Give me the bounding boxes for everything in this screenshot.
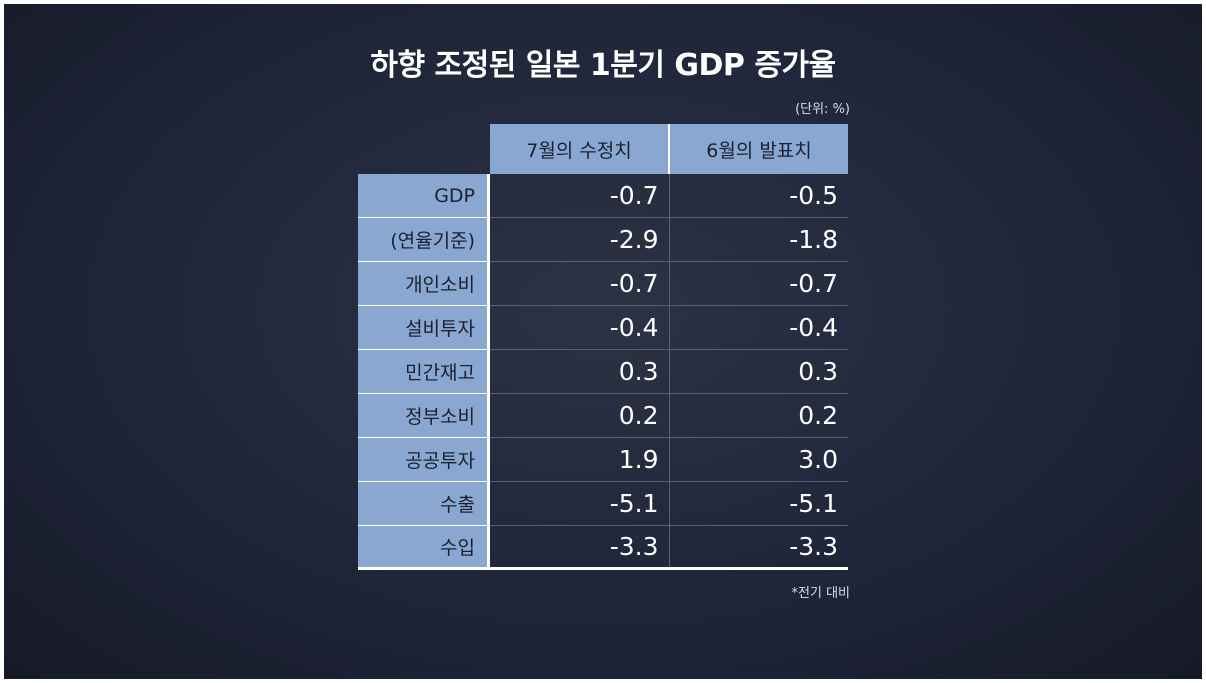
- table-row: 수입 -3.3 -3.3: [358, 526, 848, 570]
- row-label: 정부소비: [358, 394, 490, 438]
- column-header-announced: 6월의 발표치: [668, 124, 848, 174]
- cell-announced-value: 0.2: [668, 394, 849, 437]
- table-header-row: 7월의 수정치 6월의 발표치: [490, 124, 848, 174]
- row-label: GDP: [358, 174, 490, 218]
- table-row: 설비투자 -0.4 -0.4: [358, 306, 848, 350]
- row-label: 개인소비: [358, 262, 490, 306]
- cell-announced-value: -0.5: [668, 174, 849, 217]
- row-label: 수입: [358, 526, 490, 570]
- table-row: 정부소비 0.2 0.2: [358, 394, 848, 438]
- cell-announced-value: 3.0: [668, 438, 849, 481]
- cell-revised-value: 0.3: [618, 357, 659, 386]
- row-label: (연율기준): [358, 218, 490, 262]
- footnote: *전기 대비: [791, 586, 850, 601]
- cell-announced-value: -0.4: [668, 306, 849, 349]
- cell-revised-value: -5.1: [609, 489, 659, 518]
- cell-revised-value: -2.9: [609, 225, 659, 254]
- cell-revised-value: 1.9: [618, 445, 659, 474]
- row-label: 설비투자: [358, 306, 490, 350]
- table-row: 민간재고 0.3 0.3: [358, 350, 848, 394]
- chart-title: 하향 조정된 일본 1분기 GDP 증가율: [370, 48, 836, 83]
- cell-announced-value: -0.7: [668, 262, 849, 305]
- table-row: 개인소비 -0.7 -0.7: [358, 262, 848, 306]
- cell-revised-value: -0.7: [609, 181, 659, 210]
- gdp-table: 7월의 수정치 6월의 발표치 GDP -0.7 -0.5 (연율기준) -2.9 -1.…: [358, 124, 848, 570]
- table-row: 공공투자 1.9 3.0: [358, 438, 848, 482]
- cell-announced-value: 0.3: [668, 350, 849, 393]
- column-header-revised: 7월의 수정치: [490, 124, 668, 174]
- cell-revised-value: 0.2: [618, 401, 659, 430]
- cell-announced-value: -3.3: [668, 526, 849, 567]
- row-label: 공공투자: [358, 438, 490, 482]
- table-row: GDP -0.7 -0.5: [358, 174, 848, 218]
- table-row: (연율기준) -2.9 -1.8: [358, 218, 848, 262]
- cell-revised-value: -3.3: [609, 532, 659, 561]
- cell-announced-value: -1.8: [668, 218, 849, 261]
- table-row: 수출 -5.1 -5.1: [358, 482, 848, 526]
- table-body: GDP -0.7 -0.5 (연율기준) -2.9 -1.8 개인소비 -0.7 -0.7 설비투…: [358, 174, 848, 570]
- cell-revised-value: -0.4: [609, 313, 659, 342]
- cell-revised-value: -0.7: [609, 269, 659, 298]
- infographic-canvas: 하향 조정된 일본 1분기 GDP 증가율 (단위: %) 7월의 수정치 6월…: [4, 4, 1202, 679]
- cell-announced-value: -5.1: [668, 482, 849, 525]
- row-label: 민간재고: [358, 350, 490, 394]
- row-label: 수출: [358, 482, 490, 526]
- unit-note: (단위: %): [795, 102, 850, 117]
